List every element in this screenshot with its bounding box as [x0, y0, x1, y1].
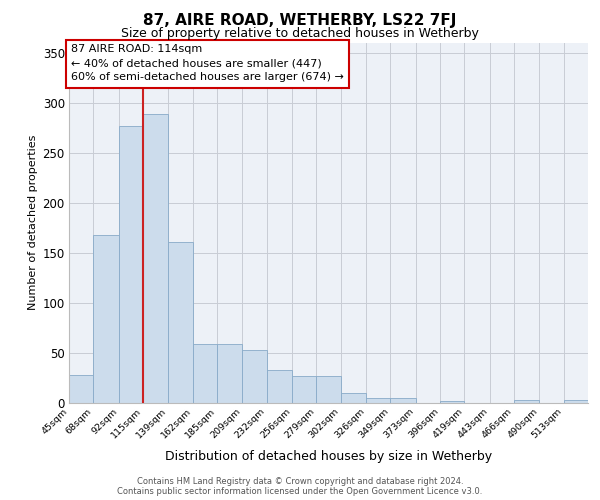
- Bar: [341, 392, 366, 402]
- Bar: [217, 344, 242, 402]
- Bar: [169, 242, 193, 402]
- Text: Size of property relative to detached houses in Wetherby: Size of property relative to detached ho…: [121, 28, 479, 40]
- Bar: [391, 398, 416, 402]
- Bar: [242, 350, 266, 403]
- Bar: [514, 400, 539, 402]
- X-axis label: Distribution of detached houses by size in Wetherby: Distribution of detached houses by size …: [165, 450, 492, 463]
- Y-axis label: Number of detached properties: Number of detached properties: [28, 135, 38, 310]
- Bar: [292, 376, 316, 402]
- Bar: [143, 114, 169, 403]
- Bar: [563, 400, 588, 402]
- Text: 87, AIRE ROAD, WETHERBY, LS22 7FJ: 87, AIRE ROAD, WETHERBY, LS22 7FJ: [143, 12, 457, 28]
- Bar: [69, 374, 94, 402]
- Text: Contains HM Land Registry data © Crown copyright and database right 2024.
Contai: Contains HM Land Registry data © Crown c…: [118, 476, 482, 496]
- Bar: [94, 234, 119, 402]
- Bar: [266, 370, 292, 402]
- Text: 87 AIRE ROAD: 114sqm
← 40% of detached houses are smaller (447)
60% of semi-deta: 87 AIRE ROAD: 114sqm ← 40% of detached h…: [71, 44, 344, 82]
- Bar: [366, 398, 391, 402]
- Bar: [316, 376, 341, 402]
- Bar: [193, 344, 217, 402]
- Bar: [119, 126, 143, 402]
- Bar: [440, 400, 464, 402]
